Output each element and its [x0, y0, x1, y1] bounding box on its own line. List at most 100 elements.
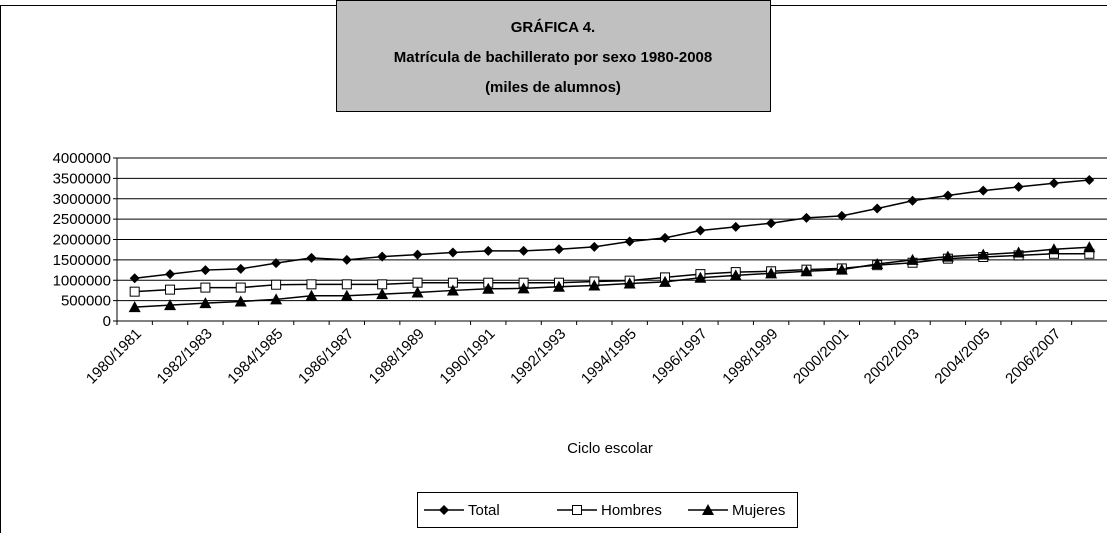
data-point — [517, 282, 530, 294]
data-point — [765, 267, 778, 279]
data-point — [660, 232, 671, 243]
data-point — [200, 282, 211, 293]
data-point — [729, 269, 742, 281]
data-point — [942, 190, 953, 201]
data-point — [412, 277, 423, 288]
data-point — [482, 282, 495, 294]
data-point — [906, 253, 919, 265]
data-point — [306, 279, 317, 290]
x-axis-title: Ciclo escolar — [567, 440, 653, 457]
data-point — [977, 248, 990, 260]
chart-subtitle: Matrícula de bachillerato por sexo 1980-… — [394, 49, 712, 66]
data-point — [271, 279, 282, 290]
data-point — [766, 218, 777, 229]
x-tick-label: 1988/1989 — [366, 325, 428, 387]
x-tick-label: 1998/1999 — [719, 325, 781, 387]
data-point — [377, 251, 388, 262]
data-point — [128, 301, 141, 313]
data-point — [978, 185, 989, 196]
data-point — [447, 247, 458, 258]
x-tick-label: 1992/1993 — [507, 325, 569, 387]
data-point — [835, 263, 848, 275]
data-point — [377, 279, 388, 290]
series-line — [134, 253, 1090, 293]
data-point — [270, 293, 283, 305]
y-tick-label: 2000000 — [53, 232, 111, 249]
data-point — [871, 257, 884, 269]
x-tick-label: 1980/1981 — [83, 325, 145, 387]
data-point — [129, 286, 140, 297]
data-point — [164, 299, 177, 311]
data-point — [306, 252, 317, 263]
data-point — [411, 286, 424, 298]
y-tick-label: 0 — [103, 313, 111, 330]
data-point — [235, 263, 246, 274]
x-tick-label: 1986/1987 — [295, 325, 357, 387]
x-tick-label: 1984/1985 — [224, 325, 286, 387]
x-tick-label: 1990/1991 — [436, 325, 498, 387]
data-point — [1048, 178, 1059, 189]
legend-label: Hombres — [601, 502, 662, 519]
data-point — [235, 282, 246, 293]
data-point — [341, 279, 352, 290]
data-point — [552, 280, 565, 292]
data-point — [518, 245, 529, 256]
legend-label: Mujeres — [732, 502, 785, 519]
chart-title: GRÁFICA 4. — [511, 19, 595, 36]
data-point — [730, 221, 741, 232]
data-point — [659, 275, 672, 287]
series-line — [134, 246, 1090, 308]
data-point — [941, 250, 954, 262]
y-tick-label: 4000000 — [53, 150, 111, 167]
legend-label: Total — [468, 502, 500, 519]
x-tick-label: 2004/2005 — [931, 325, 993, 387]
data-point — [695, 225, 706, 236]
legend-marker — [439, 505, 449, 515]
data-point — [129, 273, 140, 284]
data-point — [199, 297, 212, 309]
data-point — [412, 249, 423, 260]
data-point — [623, 277, 636, 289]
legend-marker — [702, 504, 714, 515]
data-point — [872, 203, 883, 214]
data-point — [165, 284, 176, 295]
data-point — [446, 284, 459, 296]
data-point — [1013, 181, 1024, 192]
x-tick-label: 2006/2007 — [1002, 325, 1064, 387]
data-point — [271, 258, 282, 269]
data-point — [1047, 243, 1060, 255]
legend-marker — [572, 505, 582, 515]
y-tick-label: 1000000 — [53, 272, 111, 289]
title-box — [336, 0, 771, 112]
data-point — [200, 265, 211, 276]
chart-subtitle: (miles de alumnos) — [485, 79, 621, 96]
y-tick-label: 1500000 — [53, 252, 111, 269]
data-point — [836, 210, 847, 221]
data-point — [1084, 175, 1095, 186]
data-point — [1083, 241, 1096, 253]
data-point — [589, 241, 600, 252]
data-point — [165, 269, 176, 280]
data-point — [624, 236, 635, 247]
x-tick-label: 1982/1983 — [154, 325, 216, 387]
data-point — [907, 195, 918, 206]
data-point — [553, 244, 564, 255]
data-point — [305, 289, 318, 301]
data-point — [588, 279, 601, 291]
series-line — [134, 179, 1090, 279]
data-point — [800, 265, 813, 277]
x-tick-label: 2002/2003 — [861, 325, 923, 387]
x-tick-label: 2000/2001 — [790, 325, 852, 387]
data-point — [483, 245, 494, 256]
data-point — [376, 288, 389, 300]
legend-box — [417, 492, 798, 528]
x-tick-label: 1994/1995 — [578, 325, 640, 387]
data-point — [340, 289, 353, 301]
y-tick-label: 3500000 — [53, 170, 111, 187]
data-point — [801, 212, 812, 223]
y-tick-label: 500000 — [61, 293, 111, 310]
x-tick-label: 1996/1997 — [649, 325, 711, 387]
data-point — [341, 254, 352, 265]
data-point — [1012, 246, 1025, 258]
